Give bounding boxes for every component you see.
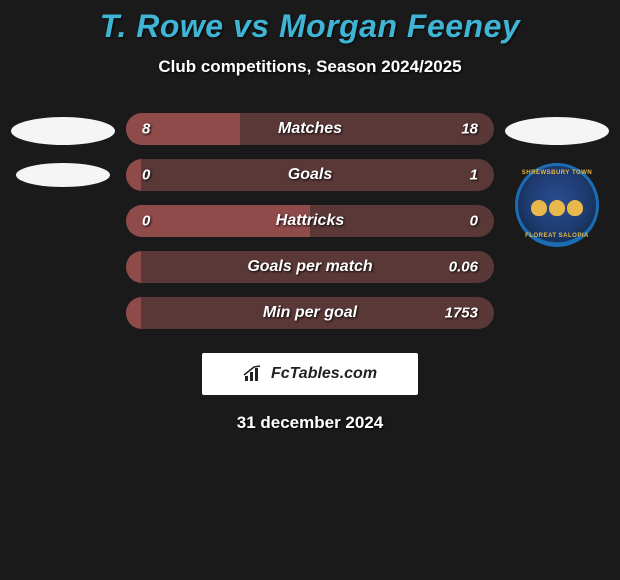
stat-bars: 8 Matches 18 0 Goals 1 0 Hattricks 0 Goa…	[126, 113, 494, 329]
stat-row-goals-per-match: Goals per match 0.06	[126, 251, 494, 283]
date-text: 31 december 2024	[4, 413, 616, 433]
stat-right-value: 0.06	[449, 259, 478, 276]
stat-right-value: 1753	[445, 305, 478, 322]
lion-icon	[567, 200, 583, 216]
left-badge-column	[8, 113, 118, 187]
stat-row-min-per-goal: Min per goal 1753	[126, 297, 494, 329]
bar-fill-left	[126, 251, 141, 283]
watermark: FcTables.com	[202, 353, 418, 395]
crest-text-top: SHREWSBURY TOWN	[518, 170, 596, 176]
stat-label: Matches	[278, 120, 342, 138]
stat-row-matches: 8 Matches 18	[126, 113, 494, 145]
stat-label: Goals	[288, 166, 332, 184]
subtitle: Club competitions, Season 2024/2025	[4, 57, 616, 77]
stat-label: Min per goal	[263, 304, 357, 322]
lion-icon	[531, 200, 547, 216]
stat-label: Goals per match	[247, 258, 372, 276]
stat-left-value: 8	[142, 121, 150, 138]
stat-label: Hattricks	[276, 212, 344, 230]
bar-fill-left	[126, 159, 141, 191]
watermark-text: FcTables.com	[271, 365, 377, 383]
stat-left-value: 0	[142, 213, 150, 230]
club-crest-icon: SHREWSBURY TOWN FLOREAT SALOPIA	[515, 163, 599, 247]
crest-text-bottom: FLOREAT SALOPIA	[518, 233, 596, 239]
chart-bars-icon	[243, 365, 265, 383]
stat-row-goals: 0 Goals 1	[126, 159, 494, 191]
right-badge-column: SHREWSBURY TOWN FLOREAT SALOPIA	[502, 113, 612, 247]
comparison-card: T. Rowe vs Morgan Feeney Club competitio…	[0, 0, 620, 433]
stat-right-value: 18	[461, 121, 478, 138]
left-badge-placeholder-2	[16, 163, 110, 187]
stats-area: 8 Matches 18 0 Goals 1 0 Hattricks 0 Goa…	[4, 113, 616, 329]
stat-left-value: 0	[142, 167, 150, 184]
stat-row-hattricks: 0 Hattricks 0	[126, 205, 494, 237]
bar-fill-left	[126, 297, 141, 329]
stat-right-value: 1	[470, 167, 478, 184]
stat-right-value: 0	[470, 213, 478, 230]
page-title: T. Rowe vs Morgan Feeney	[4, 8, 616, 45]
left-badge-placeholder-1	[11, 117, 115, 145]
lion-icon	[549, 200, 565, 216]
crest-lions-icon	[531, 200, 583, 216]
right-badge-placeholder	[505, 117, 609, 145]
